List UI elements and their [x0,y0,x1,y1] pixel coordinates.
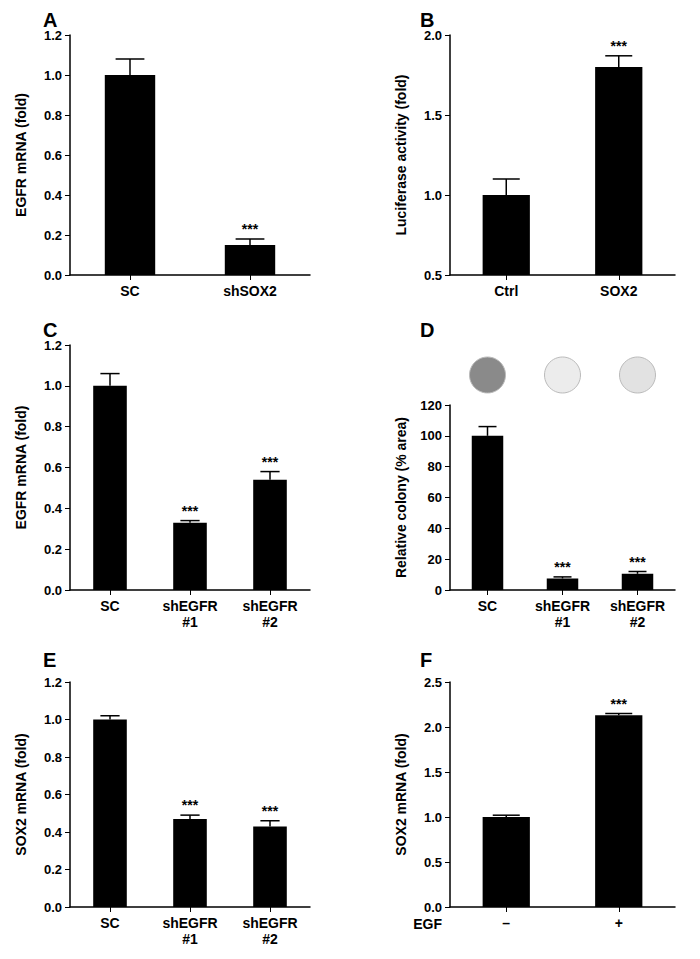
svg-text:0.5: 0.5 [424,268,442,283]
svg-text:SC: SC [100,598,119,614]
svg-text:0.8: 0.8 [44,108,62,123]
svg-text:0.4: 0.4 [44,825,63,840]
svg-text:1.2: 1.2 [43,27,62,43]
svg-text:+: + [615,915,623,931]
svg-text:20: 20 [428,552,442,567]
svg-text:D: D [420,319,434,341]
svg-text:0.8: 0.8 [44,750,62,765]
svg-text:0.2: 0.2 [44,542,62,557]
svg-text:SOX2 mRNA (fold): SOX2 mRNA (fold) [13,733,29,855]
svg-text:0.0: 0.0 [424,900,442,915]
svg-text:EGFR mRNA (fold): EGFR mRNA (fold) [13,93,29,217]
svg-text:shEGFR: shEGFR [162,915,217,931]
svg-text:0.4: 0.4 [44,188,63,203]
svg-text:SC: SC [120,283,139,299]
svg-text:EGFR mRNA (fold): EGFR mRNA (fold) [13,406,29,530]
svg-text:shEGFR: shEGFR [535,598,590,614]
svg-text:2.0: 2.0 [424,720,442,735]
svg-text:F: F [420,649,432,671]
svg-text:–: – [502,915,510,931]
svg-text:***: *** [262,454,279,470]
svg-text:0.6: 0.6 [44,787,62,802]
svg-text:***: *** [262,803,279,819]
svg-text:***: *** [554,559,571,575]
svg-text:80: 80 [428,459,442,474]
svg-text:***: *** [242,221,259,237]
svg-text:#1: #1 [555,614,571,630]
svg-text:0.0: 0.0 [44,900,62,915]
svg-text:***: *** [182,797,199,813]
svg-text:#1: #1 [182,931,198,947]
svg-text:1.0: 1.0 [44,68,62,83]
svg-text:shEGFR: shEGFR [242,598,297,614]
svg-text:40: 40 [428,521,442,536]
svg-text:shEGFR: shEGFR [162,598,217,614]
svg-text:0.4: 0.4 [44,501,63,516]
svg-text:0.0: 0.0 [44,268,62,283]
svg-text:0.6: 0.6 [44,460,62,475]
svg-text:1.0: 1.0 [424,810,442,825]
svg-text:0.8: 0.8 [44,419,62,434]
svg-text:#2: #2 [630,614,646,630]
svg-text:1.0: 1.0 [44,712,62,727]
svg-text:SC: SC [478,598,497,614]
svg-text:1.5: 1.5 [424,765,442,780]
svg-text:0.2: 0.2 [44,862,62,877]
svg-text:120: 120 [420,398,442,413]
svg-text:#1: #1 [182,614,198,630]
svg-text:Luciferase activity (fold): Luciferase activity (fold) [393,74,409,235]
svg-text:0.5: 0.5 [424,855,442,870]
svg-text:***: *** [611,696,628,712]
svg-text:1.5: 1.5 [424,108,442,123]
svg-text:SOX2: SOX2 [600,283,638,299]
svg-text:Ctrl: Ctrl [494,283,518,299]
svg-text:***: *** [629,554,646,570]
svg-text:EGF: EGF [413,916,442,932]
svg-text:1.2: 1.2 [43,337,62,353]
svg-text:0: 0 [435,583,442,598]
svg-text:#2: #2 [262,614,278,630]
svg-text:1.0: 1.0 [44,378,62,393]
svg-text:B: B [420,9,434,31]
svg-text:***: *** [611,38,628,54]
svg-text:60: 60 [428,490,442,505]
svg-text:SC: SC [100,915,119,931]
svg-text:E: E [43,649,56,671]
svg-text:shEGFR: shEGFR [610,598,665,614]
svg-text:0.2: 0.2 [44,228,62,243]
svg-text:100: 100 [420,428,442,443]
svg-text:Relative colony (% area): Relative colony (% area) [393,417,409,578]
svg-text:A: A [43,9,57,31]
svg-text:1.0: 1.0 [424,188,442,203]
svg-text:***: *** [182,503,199,519]
svg-text:0.0: 0.0 [44,583,62,598]
svg-text:#2: #2 [262,931,278,947]
svg-text:2.5: 2.5 [424,675,442,690]
svg-text:0.6: 0.6 [44,148,62,163]
svg-text:shEGFR: shEGFR [242,915,297,931]
svg-text:SOX2 mRNA (fold): SOX2 mRNA (fold) [393,733,409,855]
svg-text:C: C [43,319,57,341]
svg-text:1.2: 1.2 [44,675,62,690]
svg-text:shSOX2: shSOX2 [223,283,277,299]
svg-text:2.0: 2.0 [423,27,442,43]
